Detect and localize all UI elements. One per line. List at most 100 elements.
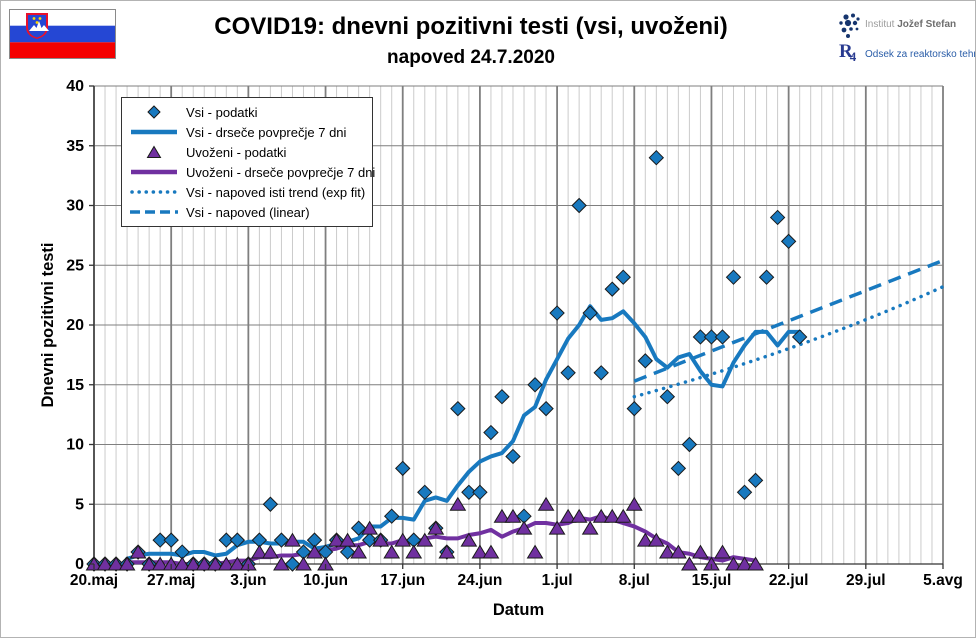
data-point-triangle — [405, 544, 423, 559]
x-tick-label: 20.maj — [70, 572, 118, 589]
data-point-triangle — [383, 544, 401, 559]
ijs-logo: Institut Jožef Stefan R4 Odsek za reakto… — [837, 11, 975, 64]
data-point-diamond — [648, 149, 665, 166]
y-tick-label: 15 — [66, 377, 84, 394]
legend-item: Uvoženi - podatki — [128, 143, 366, 161]
data-point-triangle — [669, 544, 687, 559]
data-point-triangle — [394, 532, 412, 547]
data-point-diamond — [637, 353, 654, 369]
legend-item: Uvoženi - drseče povprečje 7 dni — [128, 163, 375, 181]
legend-item: Vsi - drseče povprečje 7 dni — [128, 123, 366, 141]
data-point-triangle — [427, 520, 445, 535]
legend-swatch-icon — [131, 169, 177, 175]
data-point-triangle — [460, 532, 478, 547]
coat-of-arms-icon — [26, 13, 49, 39]
department-name: Odsek za reaktorsko tehniko — [865, 49, 975, 60]
y-tick-label: 5 — [75, 496, 84, 513]
data-point-triangle — [625, 496, 643, 511]
page-title: COVID19: dnevni pozitivni testi (vsi, uv… — [214, 13, 728, 40]
data-point-diamond — [571, 197, 587, 214]
data-point-triangle — [184, 556, 202, 571]
data-point-diamond — [736, 484, 753, 501]
legend-item: Vsi - napoved isti trend (exp fit) — [128, 183, 366, 201]
data-point-diamond — [461, 484, 477, 501]
data-point-diamond — [670, 460, 687, 477]
x-tick-label: 8.jul — [619, 572, 650, 589]
data-point-diamond — [626, 400, 642, 417]
y-tick-label: 40 — [66, 78, 84, 95]
legend: Vsi - podatki Vsi - drseče povprečje 7 dn… — [121, 97, 375, 227]
data-point-diamond — [659, 388, 676, 405]
data-point-triangle — [636, 532, 654, 547]
page-subtitle: napoved 24.7.2020 — [387, 47, 555, 68]
y-tick-label: 0 — [75, 556, 84, 573]
data-point-triangle — [493, 508, 511, 523]
legend-swatch-icon — [130, 210, 178, 214]
data-point-triangle — [350, 544, 368, 559]
data-point-triangle — [262, 544, 279, 559]
data-point-triangle — [173, 556, 191, 571]
data-point-triangle — [570, 508, 588, 523]
data-point-triangle — [96, 556, 114, 571]
data-point-triangle — [438, 544, 456, 559]
moving-average-line — [125, 514, 758, 566]
data-point-triangle — [317, 556, 334, 571]
data-point-triangle — [195, 556, 213, 571]
data-point-triangle — [681, 556, 698, 571]
data-point-diamond — [273, 532, 290, 548]
data-point-diamond — [692, 329, 709, 345]
data-point-triangle — [118, 556, 136, 571]
data-point-diamond — [703, 329, 720, 345]
x-tick-label: 17.jun — [380, 572, 425, 589]
legend-item: Vsi - napoved (linear) — [128, 203, 366, 221]
x-tick-label: 5.avg — [923, 572, 963, 589]
legend-label: Vsi - napoved isti trend (exp fit) — [186, 184, 366, 200]
data-point-triangle — [416, 532, 434, 547]
data-point-triangle — [251, 544, 268, 559]
legend-item: Vsi - podatki — [128, 103, 366, 121]
y-tick-label: 30 — [66, 198, 84, 215]
legend-label: Uvoženi - podatki — [186, 144, 287, 160]
data-point-triangle — [372, 532, 390, 547]
data-point-diamond — [538, 400, 554, 417]
data-point-diamond — [593, 365, 609, 381]
forecast-linear-line — [633, 258, 944, 383]
data-point-triangle — [482, 544, 500, 559]
data-point-triangle — [548, 520, 566, 535]
data-point-triangle — [515, 520, 533, 535]
data-point-diamond — [472, 484, 488, 501]
data-point-diamond — [383, 508, 400, 524]
data-point-triangle — [449, 496, 467, 511]
data-point-diamond — [604, 281, 620, 297]
data-point-triangle — [581, 520, 599, 535]
data-point-diamond — [218, 532, 235, 548]
data-point-triangle — [537, 496, 555, 511]
legend-swatch-icon — [131, 129, 177, 135]
data-point-diamond — [791, 329, 808, 345]
y-axis-title: Dnevni pozitivni testi — [39, 242, 57, 407]
legend-label: Uvoženi - drseče povprečje 7 dni — [186, 164, 376, 180]
x-tick-label: 22.jul — [769, 572, 809, 589]
data-point-triangle — [504, 508, 522, 523]
forecast-exp-line — [632, 285, 945, 399]
data-point-diamond — [262, 496, 279, 512]
legend-label: Vsi - drseče povprečje 7 dni — [186, 124, 347, 140]
data-point-diamond — [229, 532, 246, 548]
data-point-triangle — [206, 556, 224, 571]
x-tick-label: 24.jun — [458, 572, 503, 589]
data-point-diamond — [549, 305, 565, 321]
data-point-triangle — [284, 532, 301, 547]
data-point-triangle — [162, 556, 180, 571]
data-point-diamond — [615, 269, 631, 285]
data-point-triangle — [592, 508, 610, 523]
data-point-triangle — [714, 544, 731, 559]
y-tick-label: 10 — [66, 437, 84, 454]
data-point-triangle — [658, 544, 676, 559]
data-point-diamond — [758, 269, 775, 285]
r4-mark-icon: R4 — [839, 41, 857, 64]
x-tick-label: 1.jul — [542, 572, 573, 589]
data-point-triangle — [692, 544, 709, 559]
data-point-diamond — [450, 400, 466, 417]
data-point-triangle — [228, 556, 246, 571]
